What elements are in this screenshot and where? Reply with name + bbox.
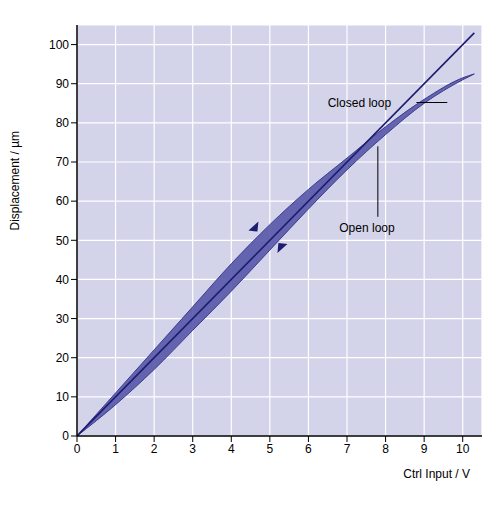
svg-text:9: 9: [421, 442, 428, 456]
svg-text:70: 70: [56, 155, 70, 169]
svg-text:4: 4: [228, 442, 235, 456]
svg-text:0: 0: [74, 442, 81, 456]
svg-text:30: 30: [56, 312, 70, 326]
svg-text:10: 10: [56, 390, 70, 404]
svg-text:7: 7: [344, 442, 351, 456]
svg-text:6: 6: [305, 442, 312, 456]
svg-text:60: 60: [56, 194, 70, 208]
svg-text:8: 8: [382, 442, 389, 456]
svg-text:Displacement / µm: Displacement / µm: [8, 131, 22, 231]
svg-text:0: 0: [62, 429, 69, 443]
svg-text:100: 100: [49, 38, 69, 52]
svg-text:2: 2: [151, 442, 158, 456]
svg-text:20: 20: [56, 351, 70, 365]
svg-text:40: 40: [56, 273, 70, 287]
svg-text:80: 80: [56, 116, 70, 130]
svg-text:Closed loop: Closed loop: [328, 96, 392, 110]
svg-text:50: 50: [56, 234, 70, 248]
svg-text:Open loop: Open loop: [339, 221, 395, 235]
svg-text:90: 90: [56, 77, 70, 91]
svg-text:10: 10: [456, 442, 470, 456]
svg-text:Ctrl Input / V: Ctrl Input / V: [403, 467, 470, 481]
svg-text:1: 1: [112, 442, 119, 456]
svg-text:3: 3: [189, 442, 196, 456]
svg-text:5: 5: [267, 442, 274, 456]
